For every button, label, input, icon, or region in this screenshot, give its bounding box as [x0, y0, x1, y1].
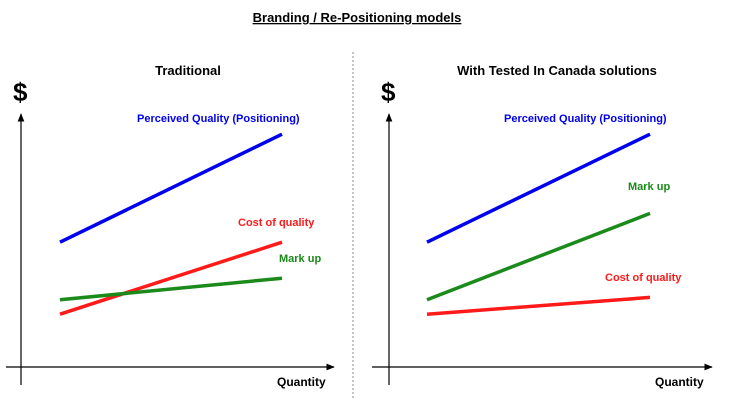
- y-axis-symbol: $: [381, 77, 396, 107]
- series-line-perceived-quality: [59, 132, 283, 244]
- series-line-cost-of-quality: [426, 295, 651, 316]
- series-line-mark-up: [426, 211, 651, 302]
- series-label-mark-up: Mark up: [279, 253, 321, 265]
- x-axis-label: Quantity: [655, 375, 704, 389]
- series-label-mark-up: Mark up: [628, 181, 670, 193]
- panel-title: Traditional: [155, 63, 221, 78]
- y-axis-symbol: $: [13, 77, 28, 107]
- series-label-cost-of-quality: Cost of quality: [238, 217, 315, 229]
- series-label-perceived-quality: Perceived Quality (Positioning): [137, 113, 300, 125]
- series-line-cost-of-quality: [59, 240, 283, 316]
- diagram-title: Branding / Re-Positioning models: [253, 10, 462, 25]
- series-label-perceived-quality: Perceived Quality (Positioning): [504, 113, 667, 125]
- x-axis-label: Quantity: [277, 375, 326, 389]
- panel-tested-in-canada: With Tested In Canada solutions $ Quanti…: [372, 63, 713, 389]
- panel-traditional: Traditional $ Quantity Perceived Quality…: [6, 63, 335, 389]
- series-label-cost-of-quality: Cost of quality: [605, 272, 682, 284]
- series-line-perceived-quality: [426, 132, 651, 244]
- series-line-mark-up: [59, 276, 283, 302]
- panel-title: With Tested In Canada solutions: [457, 63, 657, 78]
